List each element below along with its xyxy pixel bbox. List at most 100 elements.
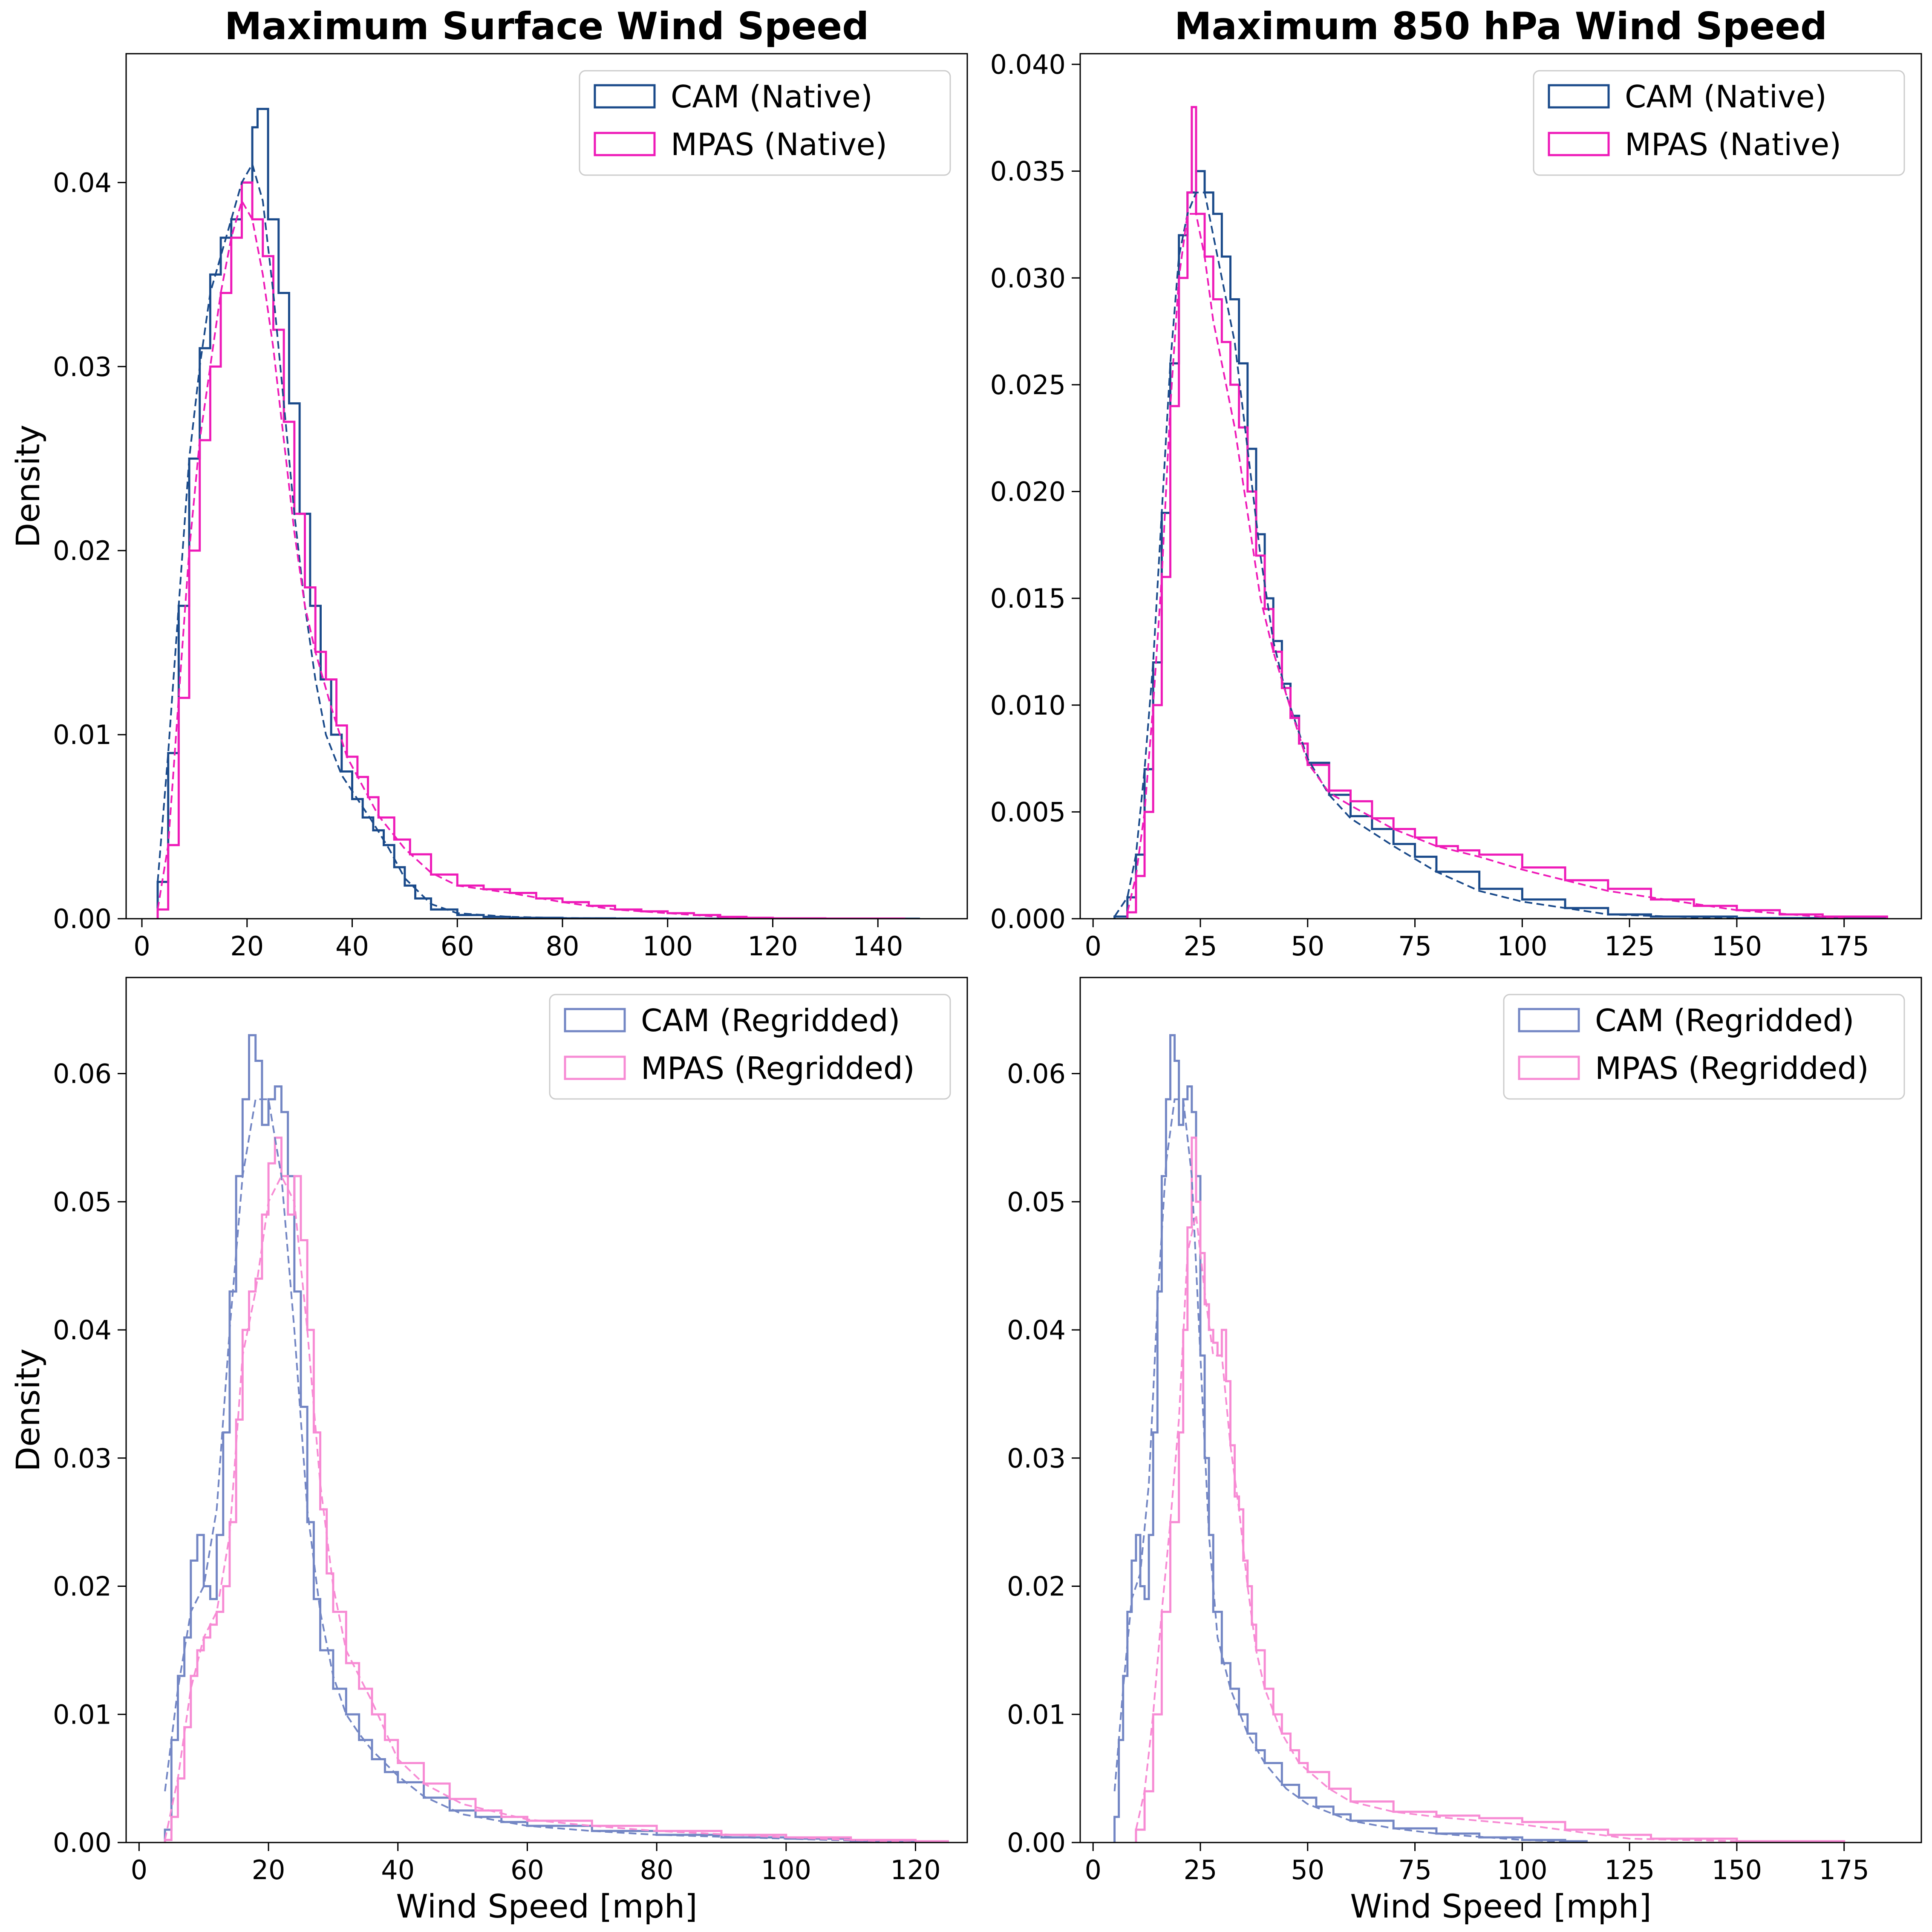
x-tick-label: 0: [1084, 931, 1101, 962]
x-axis-label: Wind Speed [mph]: [1350, 1887, 1651, 1925]
kde-cam-regridded: [164, 1098, 916, 1843]
y-tick-label: 0.06: [53, 1058, 112, 1090]
y-tick-label: 0.00: [53, 903, 112, 934]
x-tick-label: 40: [335, 931, 369, 962]
panel-title: Maximum 850 hPa Wind Speed: [1174, 4, 1827, 48]
legend-swatch: [1518, 1055, 1580, 1080]
x-tick-label: 175: [1819, 931, 1869, 962]
y-tick-label: 0.02: [53, 1571, 112, 1602]
legend-box: [1533, 70, 1905, 176]
y-tick-label: 0.035: [990, 156, 1066, 187]
axes-frame: [125, 977, 968, 1843]
series-layer: [1113, 106, 1888, 919]
x-tick-label: 50: [1291, 931, 1324, 962]
legend-swatch: [564, 1055, 626, 1080]
histogram-cam-regridded: [1113, 1034, 1588, 1843]
axes-frame: [125, 53, 968, 920]
histogram-mpas-native: [156, 181, 905, 919]
x-tick-label: 25: [1184, 1854, 1217, 1886]
axes-frame: [1079, 977, 1922, 1843]
x-tick-label: 100: [643, 931, 693, 962]
legend-swatch: [594, 132, 656, 156]
y-tick-label: 0.020: [990, 476, 1066, 508]
histogram-mpas-regridded: [1135, 1136, 1845, 1843]
y-tick-label: 0.04: [53, 167, 112, 198]
y-tick-label: 0.03: [1007, 1443, 1066, 1474]
legend: CAM (Native) MPAS (Native): [1533, 70, 1905, 176]
legend-swatch: [594, 84, 656, 109]
x-tick-label: 60: [441, 931, 474, 962]
legend-label: CAM (Regridded): [641, 1003, 900, 1038]
y-tick-label: 0.01: [53, 719, 112, 750]
x-tick-label: 80: [640, 1854, 674, 1886]
x-tick-label: 175: [1819, 1854, 1869, 1886]
y-tick-label: 0.06: [1007, 1058, 1066, 1090]
x-tick-label: 100: [1497, 1854, 1547, 1886]
legend-swatch: [1548, 84, 1610, 109]
x-tick-label: 25: [1184, 931, 1217, 962]
x-tick-label: 20: [252, 1854, 285, 1886]
legend-swatch: [1518, 1008, 1580, 1032]
kde-cam-regridded: [1113, 1098, 1587, 1843]
panel-2: 0 25 50 75 100 125 150 175 0.000 0.005 0.010 0.015 0…: [990, 4, 1922, 962]
legend-swatch: [1548, 132, 1610, 156]
kde-mpas-native: [157, 199, 773, 919]
histogram-mpas-native: [1126, 106, 1888, 919]
legend-label: CAM (Native): [671, 79, 873, 115]
y-tick-label: 0.01: [53, 1699, 112, 1730]
y-tick-label: 0.025: [990, 369, 1066, 401]
kde-cam-native: [157, 162, 668, 919]
kde-mpas-regridded: [164, 1174, 916, 1843]
x-tick-label: 50: [1291, 1854, 1324, 1886]
y-tick-label: 0.04: [53, 1315, 112, 1346]
panel-4: 0 25 50 75 100 125 150 175 0.00 0.01 0.02 0.03 0.04 0…: [1007, 977, 1922, 1925]
y-tick-label: 0.05: [53, 1186, 112, 1217]
legend-box: [549, 994, 951, 1100]
legend-label: MPAS (Regridded): [1595, 1050, 1869, 1086]
x-tick-label: 150: [1712, 931, 1762, 962]
x-tick-label: 0: [133, 931, 150, 962]
legend: CAM (Regridded) MPAS (Regridded): [1503, 994, 1905, 1100]
x-axis-label: Wind Speed [mph]: [396, 1887, 697, 1925]
x-tick-label: 125: [1604, 1854, 1655, 1886]
y-tick-label: 0.040: [990, 49, 1066, 80]
legend-label: CAM (Native): [1625, 79, 1827, 115]
x-tick-label: 60: [510, 1854, 544, 1886]
x-tick-label: 75: [1398, 931, 1432, 962]
legend-label: CAM (Regridded): [1595, 1003, 1854, 1038]
y-tick-label: 0.00: [1007, 1827, 1066, 1858]
legend-label: MPAS (Regridded): [641, 1050, 915, 1086]
y-axis-label: Density: [9, 425, 47, 548]
kde-mpas-regridded: [1135, 1214, 1844, 1843]
x-tick-label: 100: [1497, 931, 1547, 962]
y-tick-label: 0.000: [990, 903, 1066, 934]
x-tick-label: 0: [131, 1854, 147, 1886]
panel-1: 0 20 40 60 80 100 120 140 0.00 0.01 0.02 0.03 0.04 Ma…: [9, 4, 968, 962]
legend-label: MPAS (Native): [671, 127, 887, 162]
x-tick-label: 150: [1712, 1854, 1762, 1886]
panel-3: 0 20 40 60 80 100 120 0.00 0.01 0.02 0.03 0.04 0.05 0…: [9, 977, 968, 1925]
y-tick-label: 0.03: [53, 351, 112, 382]
x-tick-label: 20: [230, 931, 264, 962]
legend-box: [579, 70, 951, 176]
axes-frame: [1079, 53, 1922, 920]
x-tick-label: 140: [853, 931, 903, 962]
series-layer: [164, 1034, 949, 1843]
x-tick-label: 80: [546, 931, 580, 962]
kde-mpas-native: [1126, 213, 1844, 919]
y-tick-label: 0.010: [990, 690, 1066, 721]
x-tick-label: 120: [890, 1854, 940, 1886]
series-layer: [156, 108, 920, 919]
x-tick-label: 120: [747, 931, 798, 962]
x-tick-label: 40: [381, 1854, 415, 1886]
series-layer: [1113, 1034, 1845, 1843]
y-tick-label: 0.00: [53, 1827, 112, 1858]
legend: CAM (Native) MPAS (Native): [579, 70, 951, 176]
y-tick-label: 0.01: [1007, 1699, 1066, 1730]
y-tick-label: 0.02: [53, 535, 112, 566]
x-tick-label: 0: [1084, 1854, 1101, 1886]
legend-swatch: [564, 1008, 626, 1032]
histogram-cam-native: [1113, 170, 1888, 919]
legend-label: MPAS (Native): [1625, 127, 1841, 162]
